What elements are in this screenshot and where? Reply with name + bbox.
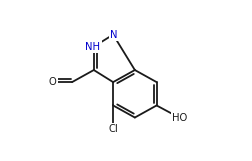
Text: O: O xyxy=(49,77,57,87)
Text: NH: NH xyxy=(85,42,101,52)
Text: Cl: Cl xyxy=(108,124,118,134)
Text: HO: HO xyxy=(172,113,187,123)
Text: N: N xyxy=(110,30,118,40)
